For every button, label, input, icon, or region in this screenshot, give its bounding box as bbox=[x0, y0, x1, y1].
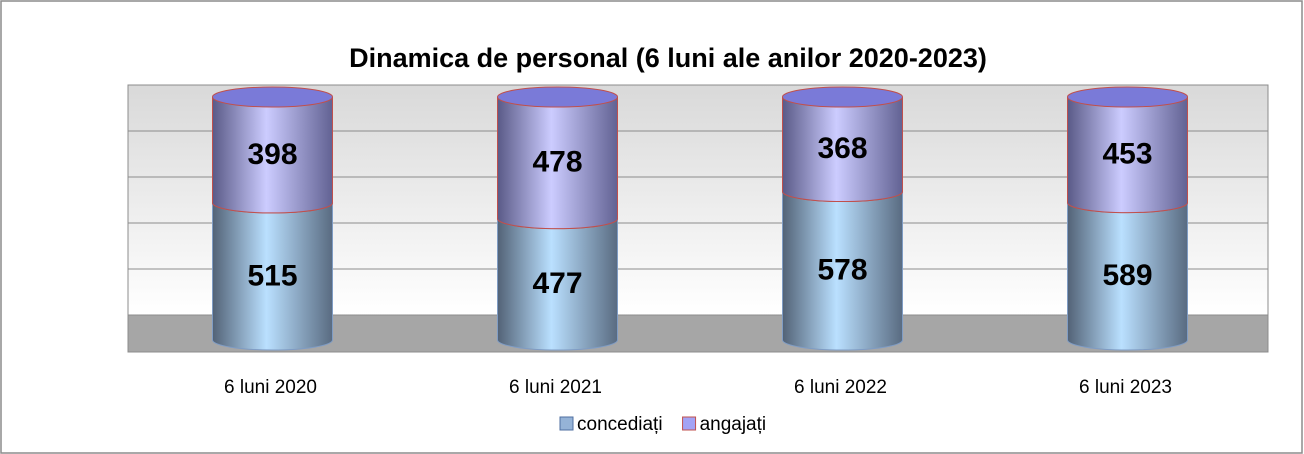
bar-segment bbox=[782, 181, 903, 351]
segment-body bbox=[497, 218, 618, 340]
bar-segment bbox=[212, 86, 333, 214]
x-tick-label: 6 luni 2023 bbox=[1079, 377, 1172, 398]
data-label: 478 bbox=[532, 146, 582, 179]
data-label: 398 bbox=[247, 138, 297, 171]
labels: 515 398 6 luni 2020 477 478 6 luni 2021 578 368… bbox=[224, 132, 1172, 435]
legend-label: concediați bbox=[577, 414, 663, 435]
data-label: 368 bbox=[817, 132, 867, 165]
segment-body bbox=[497, 97, 618, 219]
segment-top bbox=[212, 86, 333, 108]
data-label: 477 bbox=[532, 267, 582, 300]
legend-swatch bbox=[559, 416, 574, 431]
data-label: 453 bbox=[1102, 138, 1152, 171]
segment-top bbox=[1067, 86, 1188, 108]
data-label: 578 bbox=[817, 254, 867, 287]
data-label: 589 bbox=[1102, 259, 1152, 292]
chart-title: Dinamica de personal (6 luni ale anilor … bbox=[349, 43, 987, 73]
segment-top bbox=[782, 86, 903, 108]
segment-body bbox=[782, 191, 903, 340]
x-tick-label: 6 luni 2022 bbox=[794, 377, 887, 398]
bar-segment bbox=[497, 86, 618, 230]
data-label: 515 bbox=[247, 259, 297, 292]
segment-top bbox=[497, 86, 618, 108]
bars bbox=[212, 86, 1188, 351]
segment-body bbox=[1067, 97, 1188, 203]
segment-body bbox=[1067, 202, 1188, 340]
x-tick-label: 6 luni 2020 bbox=[224, 377, 317, 398]
segment-body bbox=[782, 97, 903, 192]
bar-segment bbox=[1067, 192, 1188, 351]
segment-body bbox=[212, 202, 333, 340]
x-tick-label: 6 luni 2021 bbox=[509, 377, 602, 398]
legend-swatch bbox=[682, 416, 697, 431]
bar-segment bbox=[782, 86, 903, 203]
bar-segment bbox=[1067, 86, 1188, 214]
segment-body bbox=[212, 97, 333, 203]
bar-segment bbox=[497, 208, 618, 351]
legend-label: angajați bbox=[700, 414, 767, 435]
